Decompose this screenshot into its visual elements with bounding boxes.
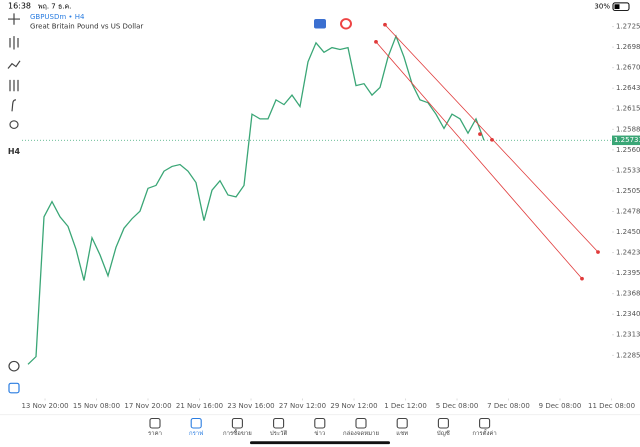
y-tick-label: 1.23955 xyxy=(616,269,640,277)
y-tick-label: 1.26155 xyxy=(616,105,640,113)
nav-item[interactable]: ราคา xyxy=(148,417,162,437)
bottom-nav: ราคา กราฟ การซื้อขาย ประวัติ ข่าว กล่องจดหมาย… xyxy=(148,417,497,437)
nav-label: แชท xyxy=(396,430,408,437)
trend-point[interactable] xyxy=(478,132,482,136)
indicator-tool[interactable] xyxy=(7,60,21,69)
y-tick-label: 1.24505 xyxy=(616,228,640,236)
nav-item[interactable]: ประวัติ xyxy=(270,417,288,437)
nav-label: ข่าว xyxy=(314,430,325,437)
y-tick-label: 1.22855 xyxy=(616,351,640,359)
nav-icon xyxy=(149,417,161,429)
y-tick-label: 1.2643 xyxy=(616,84,640,92)
search-tool[interactable] xyxy=(8,360,20,372)
nav-label: ราคา xyxy=(148,430,162,437)
price-line xyxy=(27,34,485,365)
nav-icon xyxy=(396,417,408,429)
y-tick-label: 1.25055 xyxy=(616,187,640,195)
x-tick-label: 29 Nov 12:00 xyxy=(330,402,377,410)
home-indicator xyxy=(250,441,390,445)
nav-item[interactable]: แชท xyxy=(396,417,408,437)
nav-item[interactable]: บัญชี xyxy=(437,417,450,437)
nav-item[interactable]: ข่าว xyxy=(314,417,326,437)
x-tick-label: 17 Nov 20:00 xyxy=(124,402,171,410)
symbol-name[interactable]: GBPUSDm • H4 xyxy=(30,13,85,21)
nav-label: ประวัติ xyxy=(270,429,288,437)
y-tick-label: 1.25330 xyxy=(616,167,640,175)
function-tool[interactable] xyxy=(11,99,17,112)
trend-point[interactable] xyxy=(374,40,378,44)
y-tick-label: 1.27255 xyxy=(616,23,640,31)
x-tick-label: 11 Dec 08:00 xyxy=(588,402,635,410)
nav-label: การซื้อขาย xyxy=(223,428,252,437)
nav-item[interactable]: กราฟ xyxy=(189,417,203,437)
x-tick-label: 5 Dec 08:00 xyxy=(436,402,479,410)
nav-icon xyxy=(273,417,285,429)
nav-icon xyxy=(314,417,326,429)
app-tool[interactable] xyxy=(8,382,20,394)
trend-point[interactable] xyxy=(383,22,387,27)
nav-icon xyxy=(479,417,491,429)
y-tick-label: 1.23405 xyxy=(616,310,640,318)
y-tick-label: 1.25605 xyxy=(616,146,640,154)
nav-item[interactable]: การตั้งค่า xyxy=(472,417,497,437)
trend-point[interactable] xyxy=(490,137,494,142)
trend-line[interactable] xyxy=(375,41,583,279)
x-tick-label: 9 Dec 08:00 xyxy=(539,402,582,410)
nav-label: กราฟ xyxy=(189,430,203,437)
battery-icon xyxy=(612,2,630,11)
objects-tool[interactable] xyxy=(9,79,19,92)
x-tick-label: 1 Dec 12:00 xyxy=(384,402,427,410)
chart-type-tool[interactable] xyxy=(9,36,19,50)
nav-item[interactable]: การซื้อขาย xyxy=(223,417,252,437)
trend-point[interactable] xyxy=(596,250,600,254)
symbol-description: Great Britain Pound vs US Dollar xyxy=(30,23,143,31)
x-tick-label: 7 Dec 08:00 xyxy=(487,402,530,410)
y-tick-label: 1.24230 xyxy=(616,249,640,257)
y-tick-label: 1.23680 xyxy=(616,290,640,298)
y-tick-label: 1.23130 xyxy=(616,331,640,339)
shapes-tool[interactable] xyxy=(9,120,19,129)
plot: 1.27255 1.26980 1.26705 1.2643 1.26155 1.2588… xyxy=(21,23,640,410)
crosshair-tool[interactable] xyxy=(8,13,20,25)
x-tick-label: 23 Nov 16:00 xyxy=(227,402,274,410)
current-price-label: 1.25733 xyxy=(614,136,640,144)
y-tick-label: 1.24780 xyxy=(616,208,640,216)
x-tick-label: 13 Nov 20:00 xyxy=(21,402,68,410)
y-tick-label: 1.26705 xyxy=(616,64,640,72)
nav-icon xyxy=(190,417,202,429)
x-tick-label: 27 Nov 12:00 xyxy=(279,402,326,410)
timeframe[interactable]: H4 xyxy=(8,147,21,156)
y-tick-label: 1.26980 xyxy=(616,43,640,51)
x-tick-label: 21 Nov 16:00 xyxy=(176,402,223,410)
status-time: 16:38 xyxy=(8,2,31,11)
nav-icon xyxy=(437,417,449,429)
nav-icon xyxy=(231,417,243,429)
trend-lines xyxy=(374,22,600,281)
y-tick-label: 1.25880 xyxy=(616,125,640,133)
x-tick-label: 15 Nov 08:00 xyxy=(73,402,120,410)
battery-level: 30% xyxy=(594,3,610,11)
battery-fill xyxy=(614,4,620,10)
nav-label: การตั้งค่า xyxy=(472,428,496,437)
nav-item[interactable]: กล่องจดหมาย xyxy=(343,417,379,437)
current-price-box xyxy=(612,135,640,146)
currency-icon[interactable] xyxy=(340,18,352,30)
nav-label: กล่องจดหมาย xyxy=(343,430,379,437)
nav-icon xyxy=(355,417,367,429)
nav-label: บัญชี xyxy=(437,429,450,437)
status-date: พฤ. 7 ธ.ค. xyxy=(38,3,71,11)
trend-point[interactable] xyxy=(580,276,584,281)
left-toolbar xyxy=(7,13,21,394)
flag-icon[interactable] xyxy=(314,19,326,29)
